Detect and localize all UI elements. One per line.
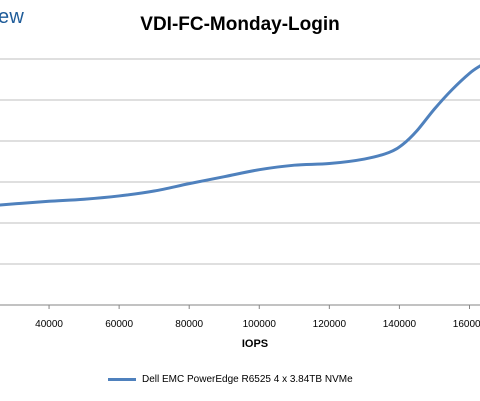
- x-tick-labels: 40000 60000 80000 100000 120000 140000 160000: [35, 305, 480, 330]
- x-tick-label: 60000: [105, 319, 133, 330]
- brand-logo: ew: [0, 6, 24, 28]
- x-tick-label: 80000: [175, 319, 203, 330]
- x-axis-title: IOPS: [242, 338, 268, 350]
- x-tick-label: 100000: [243, 319, 277, 330]
- x-tick-label: 120000: [313, 319, 347, 330]
- gridlines: [0, 58, 480, 306]
- x-tick-label: 140000: [383, 319, 417, 330]
- series-line: [0, 64, 480, 207]
- legend-label: Dell EMC PowerEdge R6525 4 x 3.84TB NVMe: [142, 374, 353, 385]
- series-group: [0, 64, 480, 207]
- legend-swatch: [108, 378, 136, 381]
- chart-title: VDI-FC-Monday-Login: [140, 14, 340, 35]
- legend: Dell EMC PowerEdge R6525 4 x 3.84TB NVMe: [108, 374, 353, 385]
- x-tick-label: 40000: [35, 319, 63, 330]
- x-tick-label: 160000: [453, 319, 480, 330]
